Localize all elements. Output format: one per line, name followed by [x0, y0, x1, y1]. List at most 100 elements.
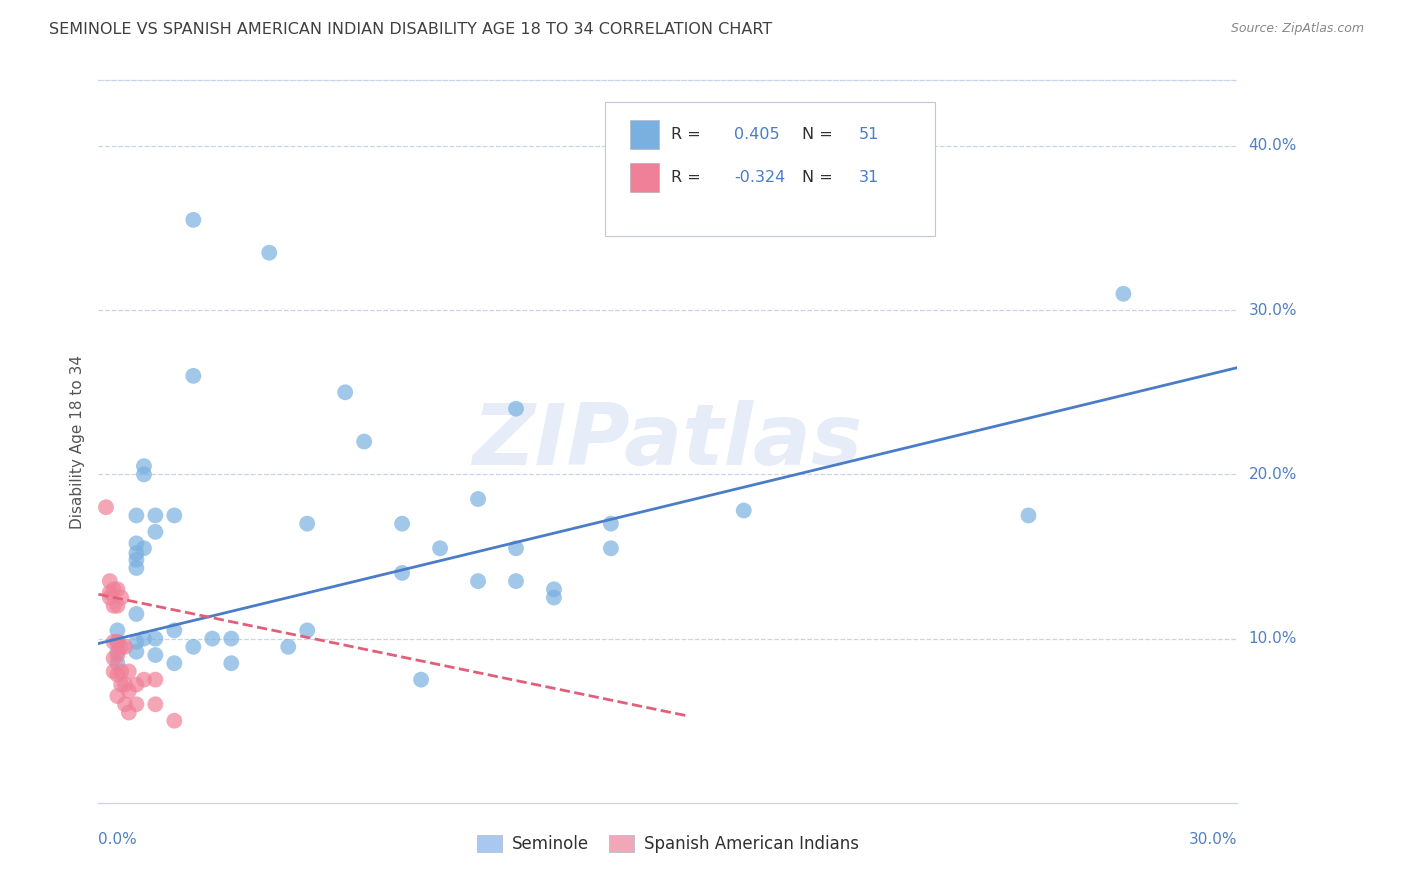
Point [94, 500, 117, 515]
Point [145, 508, 167, 523]
Point [103, 665, 125, 679]
Point [183, 368, 205, 383]
Point [145, 648, 167, 662]
Point [107, 648, 129, 662]
Point [600, 516, 623, 531]
Text: N =: N = [803, 170, 838, 186]
Point [467, 491, 489, 506]
Point [118, 684, 141, 698]
Point [132, 467, 155, 482]
Point [125, 698, 148, 712]
Text: 51: 51 [859, 127, 880, 142]
Point [107, 635, 129, 649]
Point [132, 632, 155, 646]
Text: R =: R = [671, 170, 706, 186]
Point [163, 657, 186, 671]
Point [132, 541, 155, 556]
Point [110, 591, 132, 605]
Text: 31: 31 [859, 170, 879, 186]
Point [163, 714, 186, 728]
Bar [630, 120, 659, 149]
Text: N =: N = [803, 127, 838, 142]
Point [125, 536, 148, 550]
Point [107, 667, 129, 681]
Text: 30.0%: 30.0% [1189, 831, 1237, 847]
Point [353, 434, 375, 449]
Point [114, 677, 136, 691]
Text: 10.0%: 10.0% [1249, 632, 1298, 646]
Point [118, 665, 141, 679]
Point [543, 591, 565, 605]
Point [98, 574, 121, 588]
Bar [630, 163, 659, 193]
Text: -0.324: -0.324 [734, 170, 785, 186]
Point [125, 553, 148, 567]
Point [221, 632, 243, 646]
Point [201, 632, 224, 646]
Text: 20.0%: 20.0% [1249, 467, 1298, 482]
Point [259, 245, 281, 260]
Point [145, 632, 167, 646]
Point [163, 624, 186, 638]
Point [132, 459, 155, 474]
Point [335, 385, 357, 400]
Text: SEMINOLE VS SPANISH AMERICAN INDIAN DISABILITY AGE 18 TO 34 CORRELATION CHART: SEMINOLE VS SPANISH AMERICAN INDIAN DISA… [49, 22, 772, 37]
Text: 0.0%: 0.0% [98, 831, 138, 847]
Point [125, 645, 148, 659]
Point [107, 645, 129, 659]
Text: R =: R = [671, 127, 706, 142]
Text: 30.0%: 30.0% [1249, 302, 1298, 318]
Point [145, 698, 167, 712]
Point [297, 516, 319, 531]
Point [110, 665, 132, 679]
Point [98, 585, 121, 599]
Point [733, 503, 755, 517]
Point [277, 640, 299, 654]
Point [297, 624, 319, 638]
Text: ZIPatlas: ZIPatlas [472, 400, 863, 483]
Point [145, 673, 167, 687]
Point [125, 607, 148, 621]
Point [132, 673, 155, 687]
FancyBboxPatch shape [605, 102, 935, 235]
Text: 40.0%: 40.0% [1249, 138, 1298, 153]
Point [110, 640, 132, 654]
Point [103, 635, 125, 649]
Point [125, 677, 148, 691]
Point [125, 635, 148, 649]
Point [103, 651, 125, 665]
Legend: Seminole, Spanish American Indians: Seminole, Spanish American Indians [470, 828, 866, 860]
Point [183, 640, 205, 654]
Point [125, 508, 148, 523]
Point [107, 599, 129, 613]
Point [543, 582, 565, 597]
Point [411, 673, 433, 687]
Point [391, 516, 413, 531]
Point [505, 401, 527, 416]
Point [600, 541, 623, 556]
Point [1018, 508, 1040, 523]
Point [103, 582, 125, 597]
Text: Source: ZipAtlas.com: Source: ZipAtlas.com [1230, 22, 1364, 36]
Point [114, 640, 136, 654]
Point [103, 599, 125, 613]
Point [110, 677, 132, 691]
Point [107, 689, 129, 703]
Point [183, 212, 205, 227]
Point [221, 657, 243, 671]
Point [163, 508, 186, 523]
Point [467, 574, 489, 588]
Y-axis label: Disability Age 18 to 34: Disability Age 18 to 34 [69, 354, 84, 529]
Point [429, 541, 451, 556]
Text: 0.405: 0.405 [734, 127, 779, 142]
Point [114, 698, 136, 712]
Point [145, 524, 167, 539]
Point [125, 546, 148, 560]
Point [505, 574, 527, 588]
Point [505, 541, 527, 556]
Point [98, 591, 121, 605]
Point [391, 566, 413, 580]
Point [107, 657, 129, 671]
Point [118, 706, 141, 720]
Point [125, 561, 148, 575]
